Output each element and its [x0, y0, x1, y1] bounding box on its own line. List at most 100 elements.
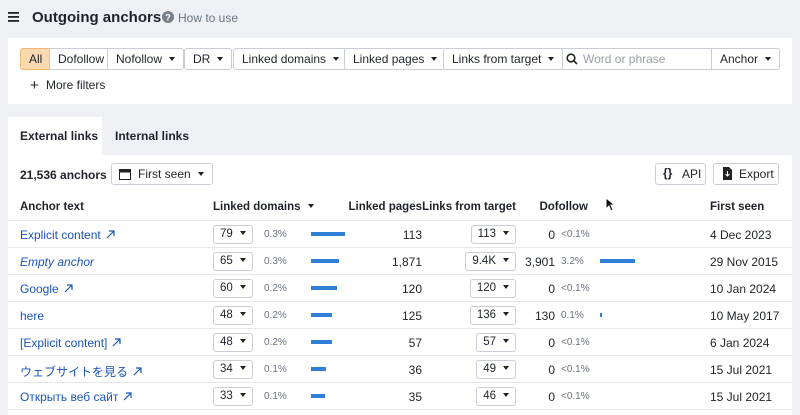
anchor-text[interactable]: Google [20, 282, 75, 296]
dofollow-count: 0 [548, 336, 555, 350]
linked-domains-share: 0.2% [264, 283, 287, 294]
dofollow-count: 3,901 [524, 255, 555, 269]
anchor-text[interactable]: Empty anchor [20, 255, 95, 269]
filter-button[interactable]: Links from target [443, 48, 564, 70]
first-seen: 10 May 2017 [710, 309, 780, 323]
external-icon [133, 367, 142, 376]
api-icon: {} [663, 166, 673, 180]
search-icon [566, 53, 578, 65]
linked-domains-share: 0.3% [264, 229, 287, 240]
help-icon: ? [162, 11, 174, 23]
row-divider [8, 301, 792, 302]
tab[interactable]: External links [20, 129, 99, 143]
first-seen: 10 Jan 2024 [710, 282, 777, 296]
linked-pages: 36 [408, 363, 422, 377]
search-placeholder: Word or phrase [583, 52, 666, 66]
dofollow-bar [600, 259, 635, 263]
linked-pages: 125 [401, 309, 422, 323]
anchor-text[interactable]: [Explicit content] [20, 336, 123, 350]
linked-domains-dropdown[interactable]: 34 [213, 360, 253, 379]
linked-domains-dropdown[interactable]: 33 [213, 387, 253, 406]
api-button[interactable]: API [655, 163, 706, 185]
dofollow-share: <0.1% [561, 229, 590, 240]
links-from-target-dropdown[interactable]: 57 [476, 333, 516, 352]
search-input[interactable]: Word or phrase [558, 48, 712, 70]
linked-domains-share: 0.2% [264, 310, 287, 321]
linked-domains-share: 0.3% [264, 256, 287, 267]
table-panel [8, 155, 792, 415]
filter-button[interactable]: All [20, 48, 52, 70]
tab-active-bg [8, 117, 102, 157]
linked-domains-bar [311, 313, 332, 317]
linked-domains-share: 0.2% [264, 337, 287, 348]
dofollow-share: <0.1% [561, 283, 590, 294]
export-icon [723, 167, 732, 180]
links-from-target-dropdown[interactable]: 9.4K [465, 252, 516, 271]
row-divider [8, 274, 792, 275]
linked-domains-dropdown[interactable]: 65 [213, 252, 253, 271]
row-divider [8, 328, 792, 329]
linked-domains-bar [311, 286, 337, 290]
dofollow-share: 3.2% [561, 256, 584, 267]
page-title: Outgoing anchors [32, 9, 162, 26]
links-from-target-dropdown[interactable]: 113 [470, 225, 516, 244]
filter-button[interactable]: Linked domains [233, 48, 349, 70]
anchor-text[interactable]: Открыть веб сайт [20, 390, 134, 404]
links-from-target-dropdown[interactable]: 120 [469, 279, 516, 298]
filter-button[interactable]: Nofollow [107, 48, 185, 70]
search-mode[interactable]: Anchor [711, 48, 781, 70]
first-seen: 15 Jul 2021 [710, 363, 773, 377]
external-icon [123, 392, 132, 401]
menu-icon[interactable] [8, 11, 20, 23]
linked-domains-dropdown[interactable]: 48 [213, 306, 253, 325]
help-link[interactable]: How to use [178, 11, 239, 25]
linked-pages: 120 [401, 282, 422, 296]
column-header[interactable]: Linked domains [213, 201, 314, 213]
linked-domains-bar [311, 232, 345, 236]
plus-icon: + [30, 77, 39, 94]
linked-pages: 57 [408, 336, 422, 350]
dofollow-count: 0 [548, 228, 555, 242]
column-header[interactable]: Links from target [422, 201, 516, 213]
links-from-target-dropdown[interactable]: 136 [469, 306, 516, 325]
first-seen: 6 Jan 2024 [710, 336, 770, 350]
linked-domains-share: 0.1% [264, 364, 287, 375]
external-icon [64, 284, 73, 293]
more-filters[interactable]: More filters [46, 78, 106, 92]
result-count: 21,536 anchors [20, 168, 107, 182]
first-seen: 29 Nov 2015 [710, 255, 779, 269]
dofollow-count: 0 [548, 363, 555, 377]
dofollow-share: <0.1% [561, 364, 590, 375]
linked-domains-dropdown[interactable]: 79 [213, 225, 253, 244]
tab[interactable]: Internal links [115, 129, 190, 143]
linked-domains-dropdown[interactable]: 48 [213, 333, 253, 352]
external-icon [112, 338, 121, 347]
linked-domains-share: 0.1% [264, 391, 287, 402]
column-header[interactable]: Dofollow [539, 201, 588, 213]
anchor-text[interactable]: here [20, 309, 45, 323]
linked-domains-dropdown[interactable]: 60 [213, 279, 253, 298]
anchor-text[interactable]: Explicit content [20, 228, 117, 242]
row-divider [8, 220, 792, 221]
linked-domains-bar [311, 394, 326, 398]
column-header[interactable]: First seen [710, 201, 765, 213]
filter-button[interactable]: Linked pages [344, 48, 447, 70]
links-from-target-dropdown[interactable]: 49 [476, 360, 516, 379]
linked-domains-bar [311, 259, 339, 263]
dofollow-share: 0.1% [561, 310, 584, 321]
filter-button[interactable]: Dofollow [49, 48, 114, 70]
linked-domains-bar [311, 340, 332, 344]
filter-button[interactable]: DR [184, 48, 233, 70]
svg-text:?: ? [165, 13, 171, 23]
dofollow-count: 0 [548, 282, 555, 296]
dofollow-share: <0.1% [561, 391, 590, 402]
sort-dropdown[interactable]: First seen [111, 163, 213, 185]
column-header[interactable]: Linked pages [348, 201, 423, 213]
anchor-text[interactable]: ウェブサイトを見る [20, 363, 144, 380]
linked-domains-bar [311, 367, 326, 371]
first-seen: 4 Dec 2023 [710, 228, 772, 242]
row-divider [8, 382, 792, 383]
column-header[interactable]: Anchor text [20, 201, 84, 213]
links-from-target-dropdown[interactable]: 46 [476, 387, 516, 406]
